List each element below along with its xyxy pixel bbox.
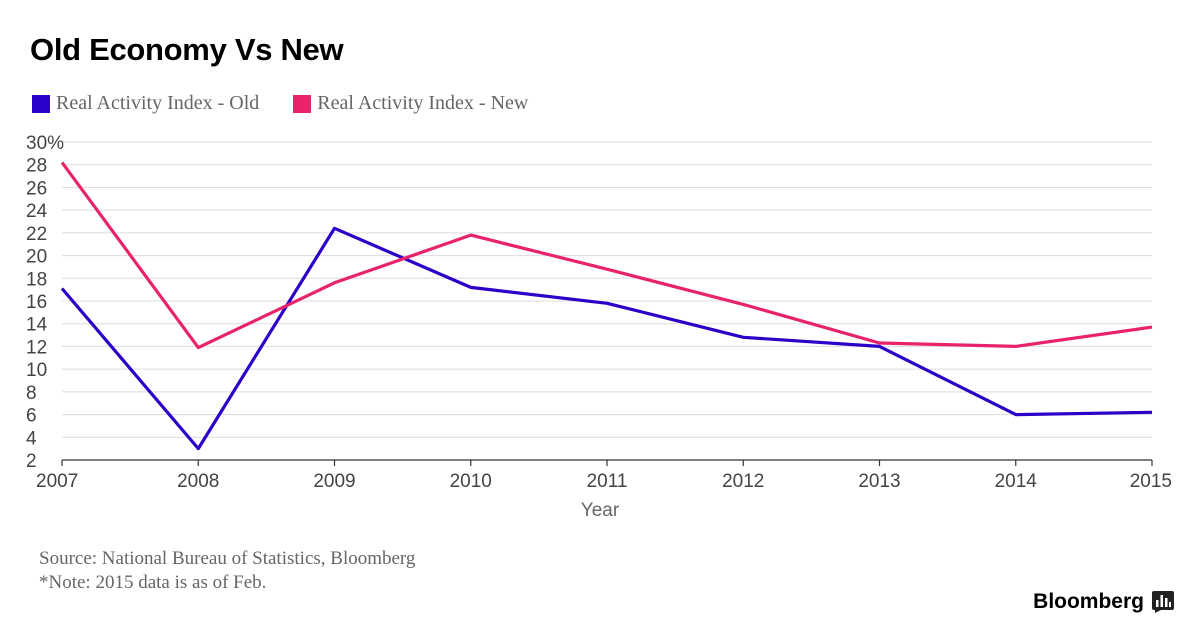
y-tick-label: 4 <box>26 428 37 449</box>
x-tick-label: 2008 <box>177 471 219 492</box>
y-tick-label: 14 <box>26 315 48 336</box>
legend-swatch-old <box>32 94 50 113</box>
series-lines <box>60 161 1153 451</box>
bloomberg-chart-icon <box>1152 591 1174 613</box>
y-tick-label: 22 <box>26 224 47 245</box>
x-tick-label: 2015 <box>1130 471 1172 492</box>
x-tick-label: 2007 <box>36 471 78 492</box>
x-axis: 2007 2008 2009 2010 2011 2012 2013 2014 2015 <box>36 459 1172 492</box>
source-line: Source: National Bureau of Statistics, B… <box>39 548 416 569</box>
y-tick-label: 10 <box>26 360 47 381</box>
legend-label-new: Real Activity Index - New <box>317 92 529 114</box>
chart-title: Old Economy Vs New <box>30 32 344 67</box>
x-tick-label: 2013 <box>858 471 900 492</box>
y-tick-label: 18 <box>26 269 47 290</box>
y-tick-label: 20 <box>26 247 47 268</box>
x-tick-label: 2009 <box>313 471 355 492</box>
y-tick-label: 12 <box>26 337 47 358</box>
series-line-old <box>60 226 1153 451</box>
legend-item-new: Real Activity Index - New <box>293 92 528 115</box>
x-tick-label: 2014 <box>995 471 1038 492</box>
x-tick-label: 2010 <box>450 471 492 492</box>
y-tick-label: 6 <box>26 406 37 427</box>
x-tick-label: 2011 <box>587 471 628 492</box>
y-tick-label: 8 <box>26 383 37 404</box>
legend: Real Activity Index - Old Real Activity … <box>32 92 562 115</box>
bloomberg-logo: Bloomberg <box>1033 590 1174 614</box>
x-axis-title: Year <box>581 500 620 521</box>
y-tick-label: 28 <box>26 156 47 177</box>
y-tick-label: 2 <box>26 451 37 472</box>
y-tick-label: 24 <box>26 201 48 222</box>
note-line: *Note: 2015 data is as of Feb. <box>39 572 267 593</box>
x-tick-label: 2012 <box>722 471 764 492</box>
source-note: Source: National Bureau of Statistics, B… <box>39 547 415 595</box>
legend-label-old: Real Activity Index - Old <box>56 92 260 114</box>
legend-swatch-new <box>293 94 312 113</box>
gridlines <box>62 141 1152 438</box>
y-tick-label: 16 <box>26 292 47 313</box>
brand-name: Bloomberg <box>1033 590 1144 613</box>
y-tick-label: 26 <box>26 178 47 199</box>
y-tick-label: 30% <box>26 133 64 154</box>
legend-item-old: Real Activity Index - Old <box>32 92 259 115</box>
series-line-new <box>60 161 1153 350</box>
